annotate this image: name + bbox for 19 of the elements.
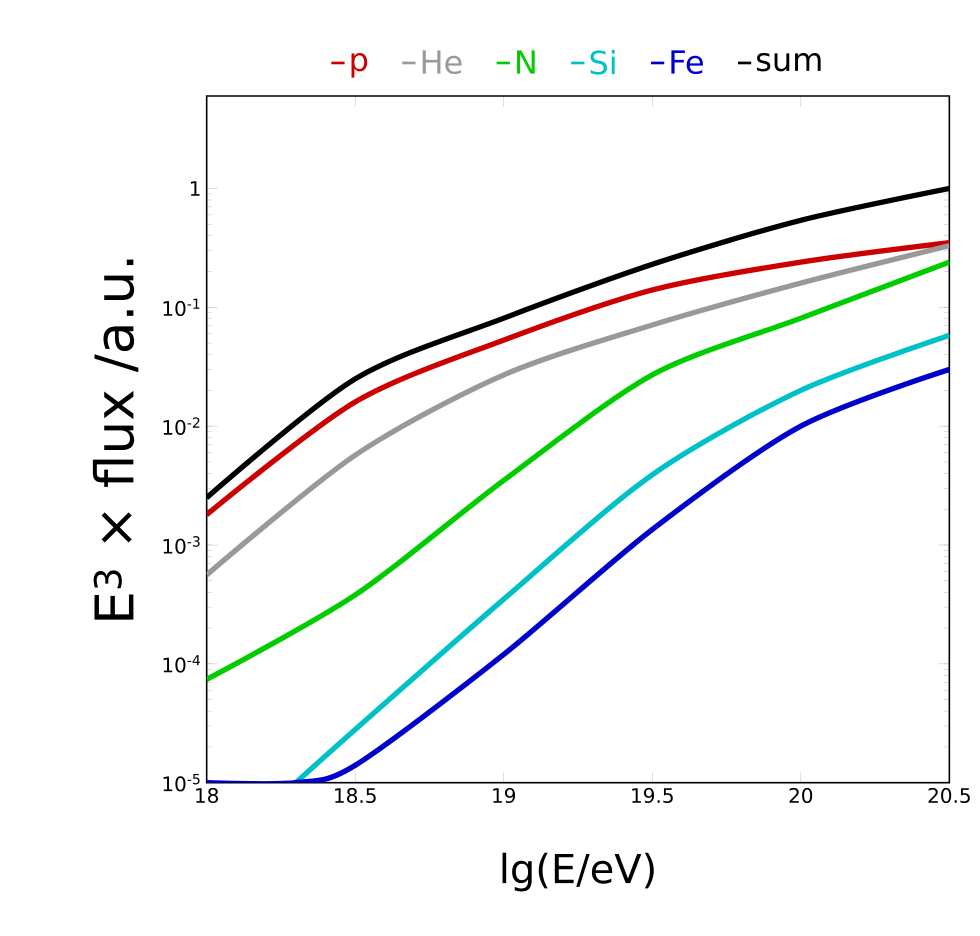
x-tick-label: 19 <box>493 788 516 804</box>
y-tick-label: 10$^{-3}$ <box>164 536 200 554</box>
legend-label: N <box>517 50 535 74</box>
y-tick-label: 10$^{-1}$ <box>164 298 200 316</box>
x-tick-label: 19.5 <box>632 788 673 804</box>
legend-label: He <box>422 50 462 74</box>
legend-label: p <box>352 53 368 78</box>
y-tick-label: 10$^{-4}$ <box>164 655 200 673</box>
x-axis-title: lg(E/eV) <box>502 852 654 892</box>
y-tick-label: 1 <box>190 181 200 196</box>
x-tick-label: 18 <box>196 788 218 804</box>
y-tick-label: 10$^{-2}$ <box>164 417 200 435</box>
x-tick-label: 20 <box>790 788 812 804</box>
y-axis-title: E$^{3}$ × flux /a.u. <box>92 260 138 620</box>
x-tick-label: 20.5 <box>928 788 970 804</box>
legend-label: Fe <box>671 50 703 74</box>
legend-label: Si <box>590 50 615 75</box>
x-tick-label: 18.5 <box>335 788 376 804</box>
legend-label: sum <box>756 53 821 72</box>
